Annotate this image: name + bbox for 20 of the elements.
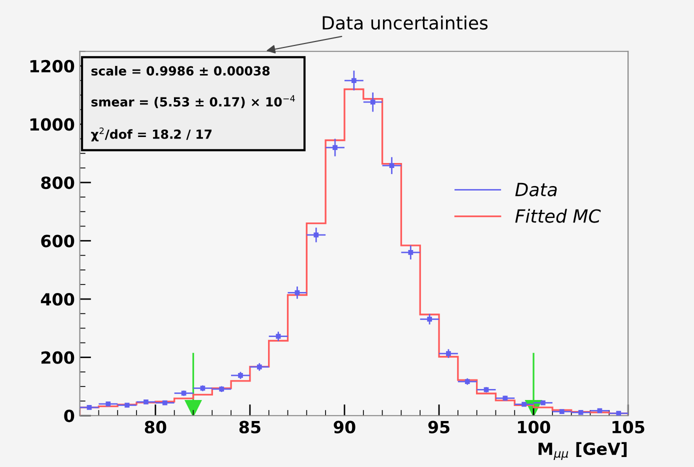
x-tick-label: 90 [334, 420, 356, 434]
x-axis-title: M$_{μμ}$ [GeV] [538, 442, 627, 460]
x-tick-label: 95 [428, 420, 450, 434]
y-tick-label: 0 [64, 410, 74, 422]
y-tick-label: 1200 [30, 60, 74, 73]
y-tick-label: 1000 [30, 118, 74, 131]
annotation: smear = (5.53 ± 0.17) × 10$^{−4}$ [91, 95, 295, 108]
x-tick-label: 80 [144, 420, 166, 434]
y-tick-label: 200 [41, 351, 74, 364]
legend-label: Data [515, 182, 557, 196]
annotation: scale = 0.9986 ± 0.00038 [91, 66, 270, 76]
x-tick-label: 85 [239, 420, 260, 434]
annotation: χ$^{2}$/dof = 18.2 / 17 [91, 127, 212, 142]
y-tick-label: 400 [40, 293, 74, 306]
x-tick-label: 105 [612, 420, 644, 434]
text: Data uncertainties [322, 16, 488, 30]
x-tick-label: 100 [518, 420, 550, 434]
legend-label: Fitted MC [515, 208, 601, 223]
y-tick-label: 600 [41, 234, 74, 248]
y-tick-label: 800 [41, 176, 74, 190]
